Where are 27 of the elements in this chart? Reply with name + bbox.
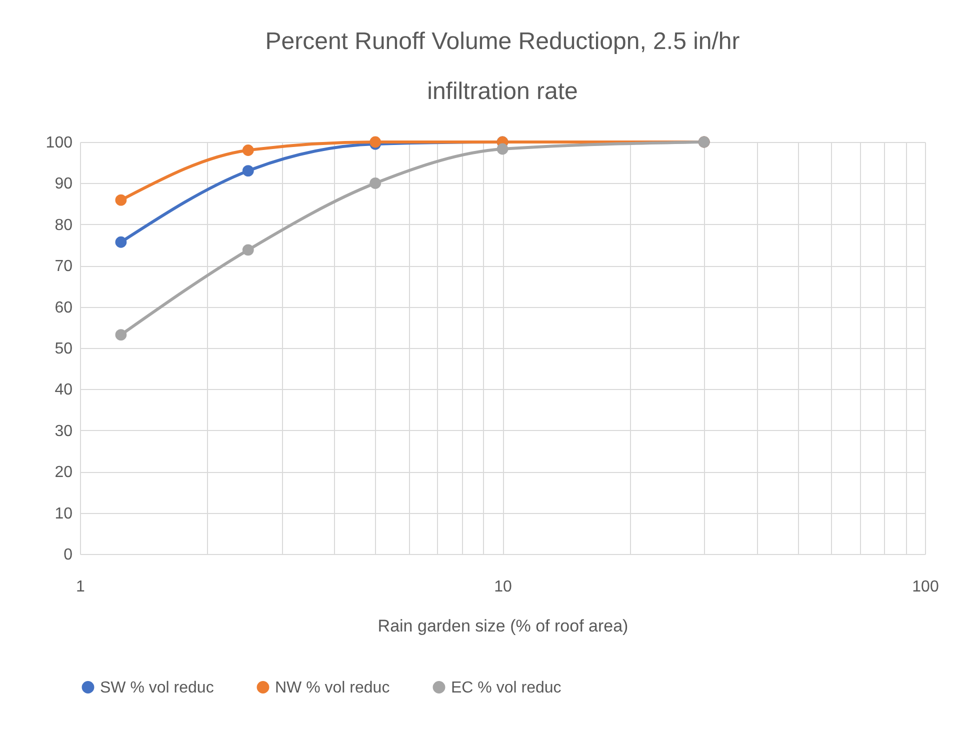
point [115,236,127,248]
x-tick-label: 10 [494,578,512,596]
y-tick-label: 20 [54,464,73,482]
point [115,194,127,206]
y-tick-label: 30 [54,422,73,440]
x-tick-label: 1 [76,578,86,596]
y-tick-label: 70 [54,258,73,276]
point [242,165,254,177]
legend-label: EC % vol reduc [451,679,562,696]
y-tick-label: 100 [46,134,73,152]
y-tick-label: 60 [54,299,73,316]
y-tick-label: 50 [54,340,73,358]
chart-title: Percent Runoff Volume Reductiopn, 2.5 in/hr infiltration rate [265,28,740,105]
x-axis-title: Rain garden size (% of roof area) [378,616,628,636]
y-tick-label: 90 [54,176,73,193]
y-tick-label: 10 [54,505,73,522]
y-tick-label: 0 [64,546,73,564]
point [242,144,254,156]
point [115,329,127,341]
point [370,178,382,189]
legend-label: NW % vol reduc [275,679,390,696]
y-tick-label: 80 [54,216,73,234]
point [242,244,254,256]
legend-label: SW % vol reduc [100,679,214,696]
point [496,143,508,155]
y-tick-label: 40 [54,382,73,399]
x-tick-label: 100 [912,578,939,596]
